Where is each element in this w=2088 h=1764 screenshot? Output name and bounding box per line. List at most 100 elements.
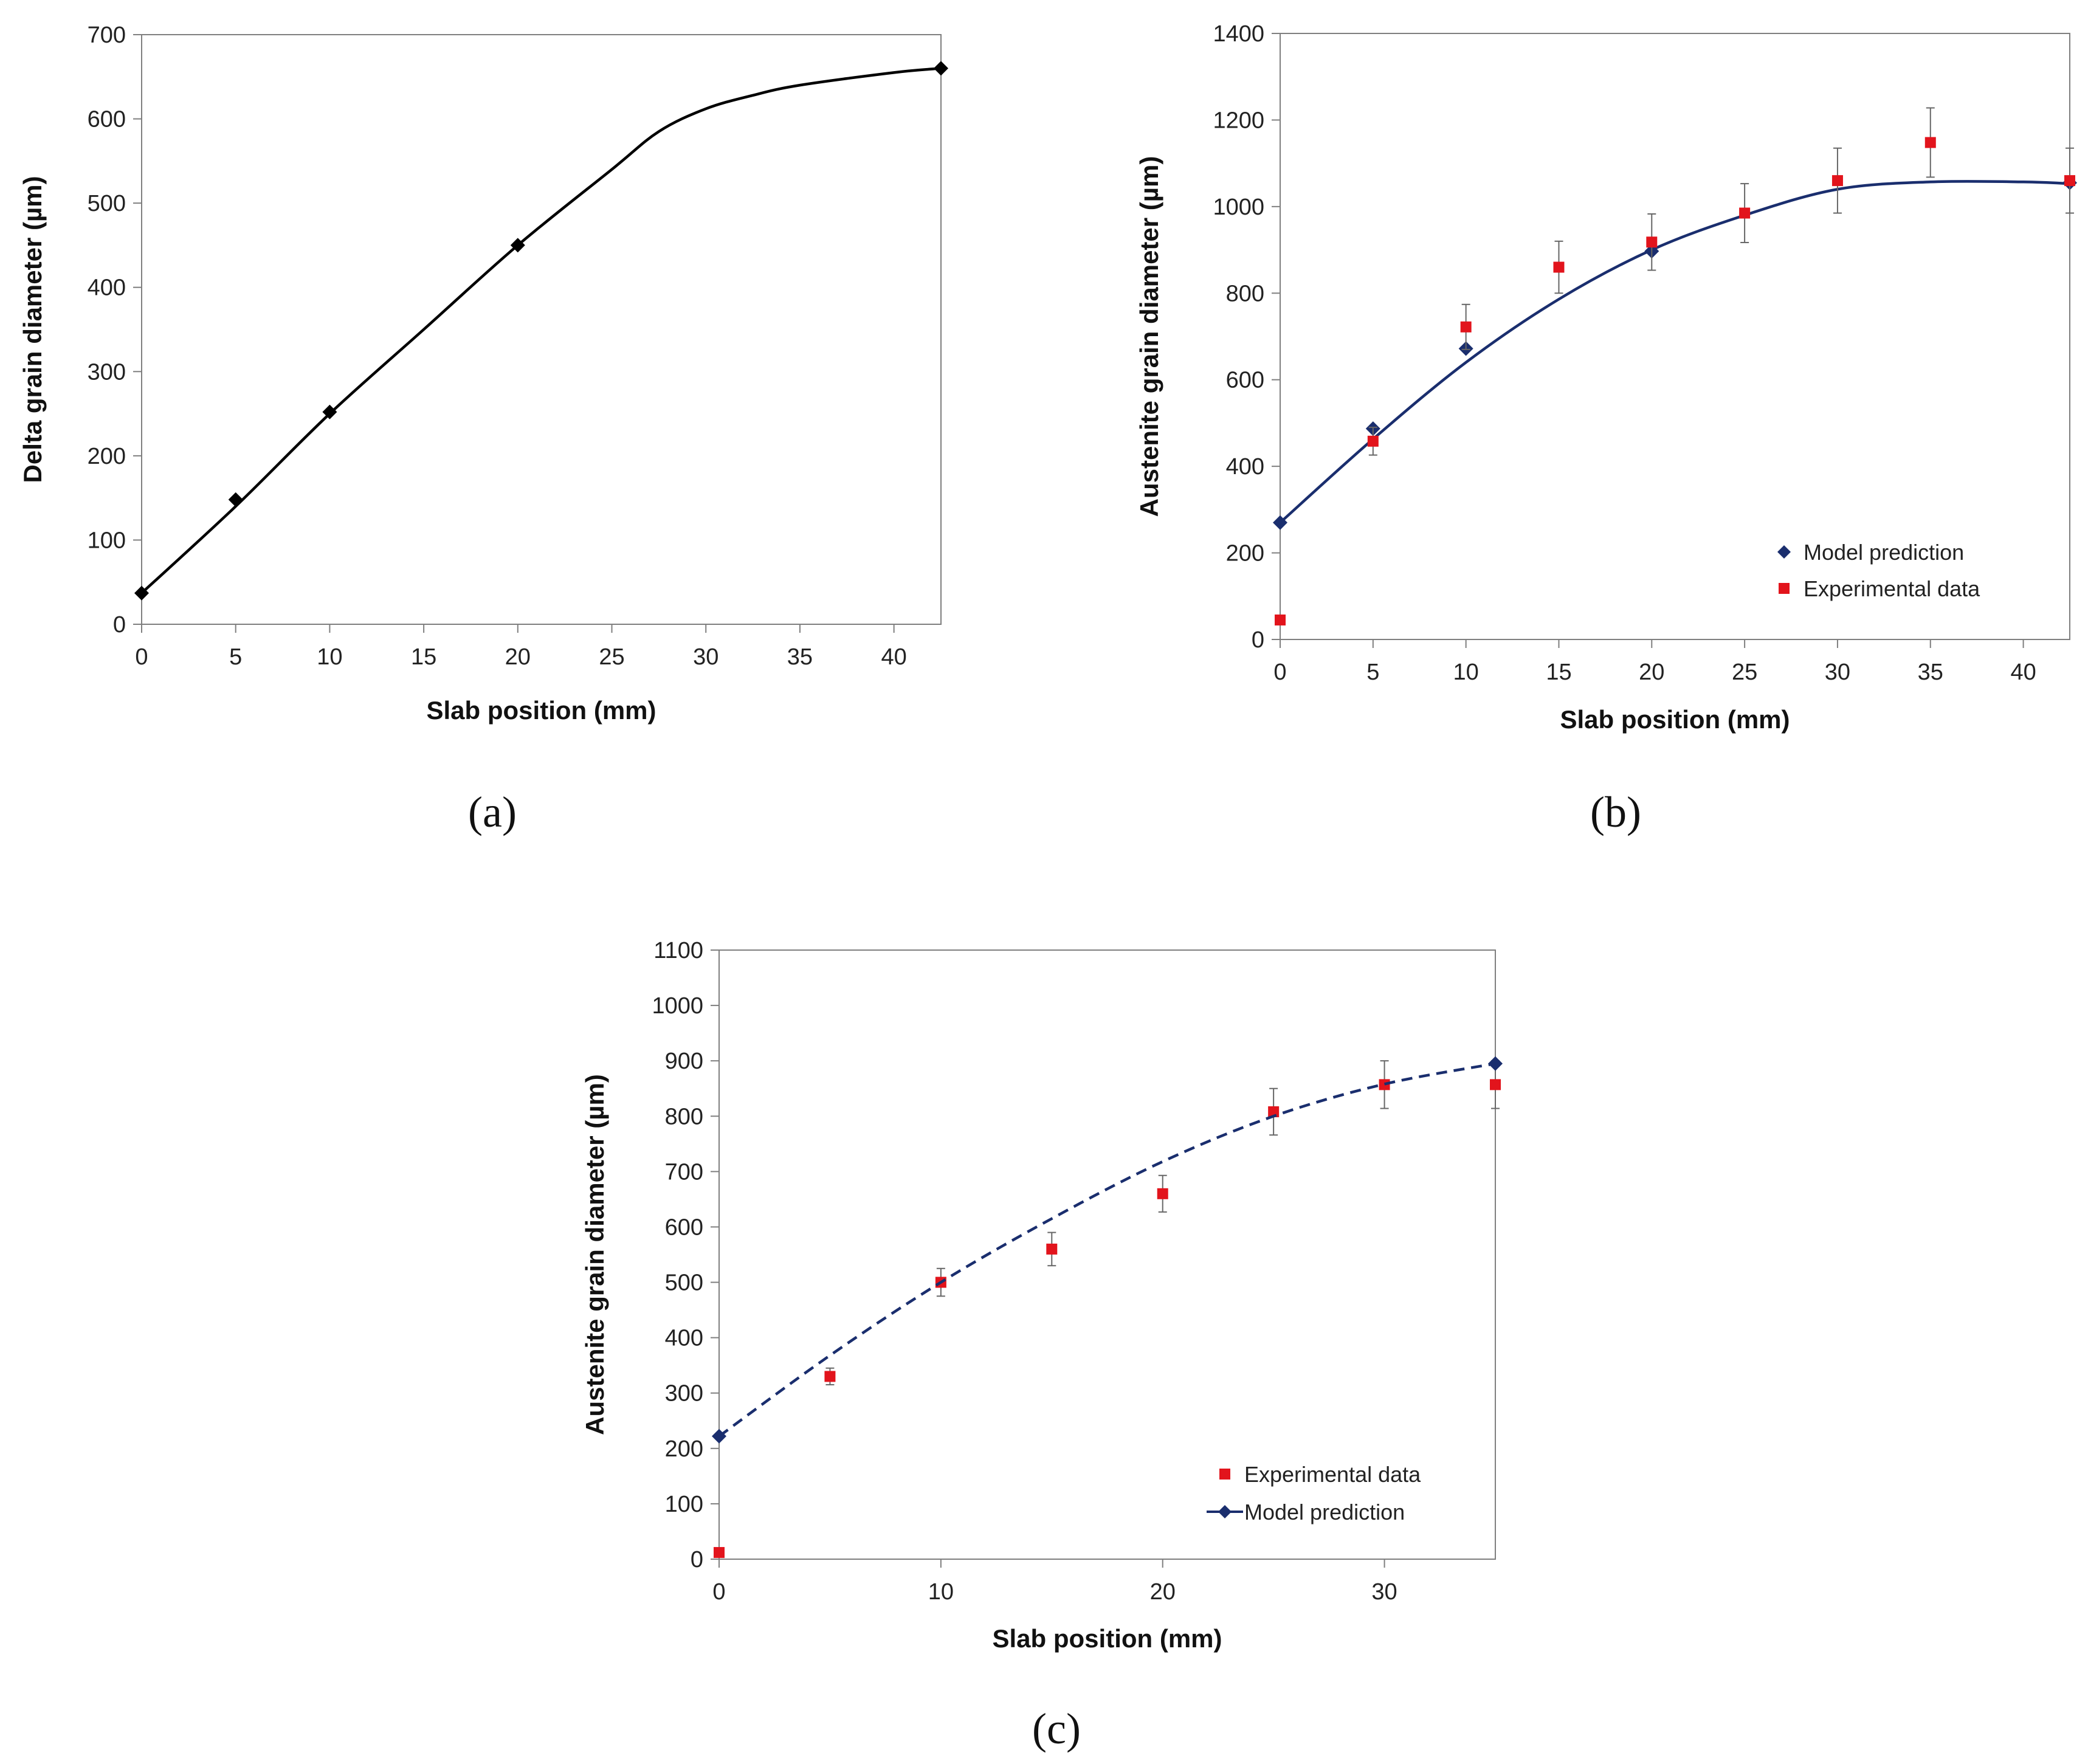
x-tick-label: 25 (1732, 660, 1757, 685)
x-axis-title: Slab position (mm) (993, 1624, 1222, 1653)
data-point-square (1268, 1106, 1280, 1117)
y-tick-label: 500 (665, 1270, 703, 1296)
data-point-square (1924, 137, 1936, 148)
x-tick-label: 40 (2010, 660, 2036, 685)
y-tick-label: 300 (88, 359, 126, 385)
panel-label: (a) (468, 788, 517, 836)
legend-marker-diamond (1777, 545, 1791, 559)
y-tick-label: 800 (1226, 281, 1264, 306)
series-curve (1279, 180, 2070, 524)
x-tick-label: 10 (317, 644, 342, 670)
y-tick-label: 200 (665, 1436, 703, 1462)
y-tick-label: 600 (665, 1214, 703, 1240)
data-point-square (1460, 321, 1472, 332)
y-tick-label: 1100 (653, 938, 703, 963)
x-axis-title: Slab position (mm) (427, 696, 656, 725)
legend-marker-square (1219, 1469, 1230, 1480)
x-tick-label: 30 (1825, 660, 1850, 685)
plot-frame (141, 34, 942, 625)
plot-frame (1280, 33, 2070, 640)
data-point-diamond (134, 585, 149, 601)
x-axis-title: Slab position (mm) (1560, 705, 1790, 734)
series-curve (718, 1062, 1496, 1438)
x-tick-label: 15 (1546, 660, 1571, 685)
data-point-square (1367, 435, 1379, 447)
data-point-square (1379, 1079, 1390, 1090)
legend-label: Experimental data (1804, 576, 1980, 601)
x-tick-label: 20 (505, 644, 531, 670)
x-tick-label: 5 (229, 644, 242, 670)
y-tick-label: 400 (88, 275, 126, 301)
legend-marker-square (1779, 583, 1790, 594)
x-tick-label: 0 (135, 644, 148, 670)
x-tick-label: 10 (1453, 660, 1479, 685)
series-curve (140, 67, 942, 594)
y-tick-label: 700 (665, 1159, 703, 1185)
y-tick-label: 600 (88, 107, 126, 133)
y-tick-label: 600 (1226, 368, 1264, 393)
data-point-square (1046, 1243, 1058, 1255)
y-tick-label: 700 (88, 22, 126, 48)
y-tick-label: 900 (665, 1049, 703, 1074)
y-tick-label: 200 (1226, 541, 1264, 567)
y-tick-label: 100 (88, 528, 126, 553)
x-tick-label: 35 (787, 644, 813, 670)
data-point-diamond (934, 61, 948, 76)
data-point-diamond (322, 404, 337, 419)
legend-label: Experimental data (1244, 1462, 1421, 1487)
data-point-square (824, 1371, 836, 1382)
legend-label: Model prediction (1244, 1500, 1405, 1525)
x-tick-label: 15 (411, 644, 436, 670)
x-tick-label: 20 (1639, 660, 1664, 685)
x-tick-label: 40 (881, 644, 907, 670)
y-tick-label: 1000 (652, 993, 703, 1019)
y-tick-label: 0 (113, 612, 126, 638)
data-point-diamond (1273, 515, 1287, 530)
y-tick-label: 200 (88, 444, 126, 469)
data-point-diamond (712, 1428, 726, 1444)
data-point-square (1646, 236, 1658, 248)
y-tick-label: 1000 (1213, 195, 1264, 220)
x-tick-label: 25 (599, 644, 624, 670)
panel-b: 0 200 400 600 800 1000 1200 1400 0 5 10 15 20 25 30 35 4… (1135, 21, 2077, 836)
x-tick-label: 0 (1273, 660, 1286, 685)
data-point-diamond (510, 238, 525, 253)
data-point-square (2064, 175, 2075, 187)
y-axis-title: Austenite grain diameter (µm) (581, 1074, 609, 1435)
data-point-square (1553, 261, 1565, 273)
y-tick-label: 500 (88, 191, 126, 216)
data-point-square (1490, 1079, 1501, 1090)
y-tick-label: 0 (691, 1547, 703, 1573)
plot-frame (718, 949, 1496, 1560)
y-tick-label: 800 (665, 1104, 703, 1129)
panel-label: (c) (1032, 1704, 1081, 1753)
x-tick-label: 30 (1371, 1579, 1397, 1605)
y-tick-label: 400 (665, 1326, 703, 1351)
x-tick-label: 20 (1150, 1579, 1176, 1605)
y-tick-label: 0 (1252, 627, 1264, 653)
data-point-square (1831, 175, 1843, 187)
y-tick-label: 1400 (1213, 21, 1264, 47)
data-point-square (1739, 207, 1751, 219)
panel-label: (b) (1590, 788, 1641, 836)
y-axis-title: Delta grain diameter (µm) (18, 176, 47, 483)
x-tick-label: 30 (693, 644, 718, 670)
panel-c: 0 100 200 300 400 500 600 700 800 900 1000 1100 0 10 2… (581, 938, 1503, 1753)
data-point-diamond (228, 492, 243, 507)
y-tick-label: 300 (665, 1381, 703, 1407)
data-point-square (714, 1547, 725, 1559)
y-tick-label: 100 (665, 1492, 703, 1517)
y-tick-label: 1200 (1213, 108, 1264, 133)
legend-label: Model prediction (1804, 540, 1964, 565)
y-axis-title: Austenite grain diameter (µm) (1135, 156, 1163, 517)
data-point-square (1157, 1188, 1168, 1199)
x-tick-label: 5 (1366, 660, 1379, 685)
y-tick-label: 400 (1226, 454, 1264, 480)
data-point-diamond (1488, 1056, 1503, 1071)
legend-marker-diamond (1218, 1505, 1232, 1518)
panel-a: 0 100 200 300 400 500 600 700 0 5 10 15 20 25 30 35 40 Sl… (18, 22, 948, 836)
x-tick-label: 10 (928, 1579, 954, 1605)
x-tick-label: 35 (1918, 660, 1943, 685)
x-tick-label: 0 (712, 1579, 725, 1605)
